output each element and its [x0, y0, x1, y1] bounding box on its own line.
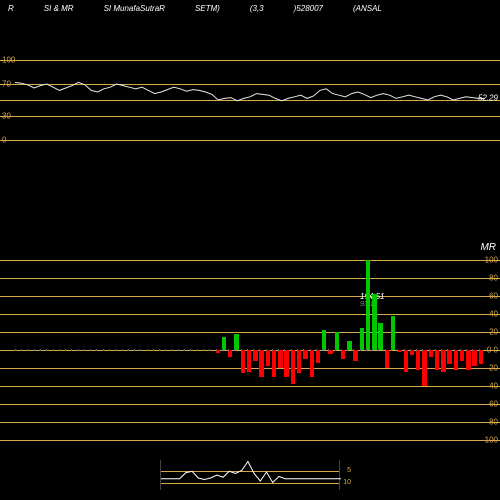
bar: [372, 294, 376, 350]
axis-label: 5: [347, 467, 351, 474]
bar: [272, 350, 276, 377]
axis-label: 40: [489, 310, 498, 319]
bar: [460, 350, 464, 361]
bar: [297, 350, 301, 373]
header-item: SETM): [195, 4, 220, 13]
bar: [429, 350, 433, 357]
header-labels: R SI & MR SI MunafaSutraR SETM) (3,3 )52…: [0, 0, 500, 17]
bar: [222, 337, 226, 351]
header-item: )528007: [294, 4, 323, 13]
bar: [441, 350, 445, 372]
bar: [266, 350, 270, 366]
bar: [247, 350, 251, 372]
bar: [228, 350, 232, 357]
bar: [447, 350, 451, 364]
bar: [291, 350, 295, 384]
axis-label: 0 0: [487, 346, 498, 355]
axis-label: 60: [489, 292, 498, 301]
bar: [466, 350, 470, 370]
header-item: R: [8, 4, 14, 13]
bar: [435, 350, 439, 370]
bar: [341, 350, 345, 359]
bar: [322, 330, 326, 350]
axis-label: -60: [486, 400, 498, 409]
header-item: SI MunafaSutraR: [104, 4, 165, 13]
bar: [422, 350, 426, 386]
header-item: (ANSAL: [353, 4, 382, 13]
bar: [335, 332, 339, 350]
bar: [416, 350, 420, 370]
chart-title: MR: [480, 242, 496, 253]
header-item: (3,3: [250, 4, 264, 13]
bar: [404, 350, 408, 372]
axis-label: -40: [486, 382, 498, 391]
bar: [391, 316, 395, 350]
bar: [366, 260, 370, 350]
axis-label: -80: [486, 418, 498, 427]
current-value-label: 52.29: [478, 94, 498, 103]
bar: [360, 328, 364, 350]
bar: [353, 350, 357, 361]
bar: [454, 350, 458, 370]
bar: [310, 350, 314, 377]
bar: [241, 350, 245, 373]
bar: [278, 350, 282, 368]
axis-label: 80: [489, 274, 498, 283]
axis-label: -100: [482, 436, 498, 445]
bar: [284, 350, 288, 377]
bar: [253, 350, 257, 361]
axis-label: 10: [343, 479, 351, 486]
axis-label: 20: [489, 328, 498, 337]
rsi-line-chart: 1007030052.29: [0, 60, 500, 140]
summary-line-chart: 510: [160, 460, 340, 490]
bar: [303, 350, 307, 359]
bar: [234, 334, 238, 350]
bar: [259, 350, 263, 377]
header-item: SI & MR: [44, 4, 74, 13]
bar: [479, 350, 483, 364]
axis-label: -20: [486, 364, 498, 373]
bar: [316, 350, 320, 363]
bar: [385, 350, 389, 368]
axis-label: 100: [485, 256, 498, 265]
bar: [472, 350, 476, 366]
bar: [378, 323, 382, 350]
mr-bar-chart: 100806040200 0-20-40-60-80-100MR194.5193…: [0, 260, 500, 440]
